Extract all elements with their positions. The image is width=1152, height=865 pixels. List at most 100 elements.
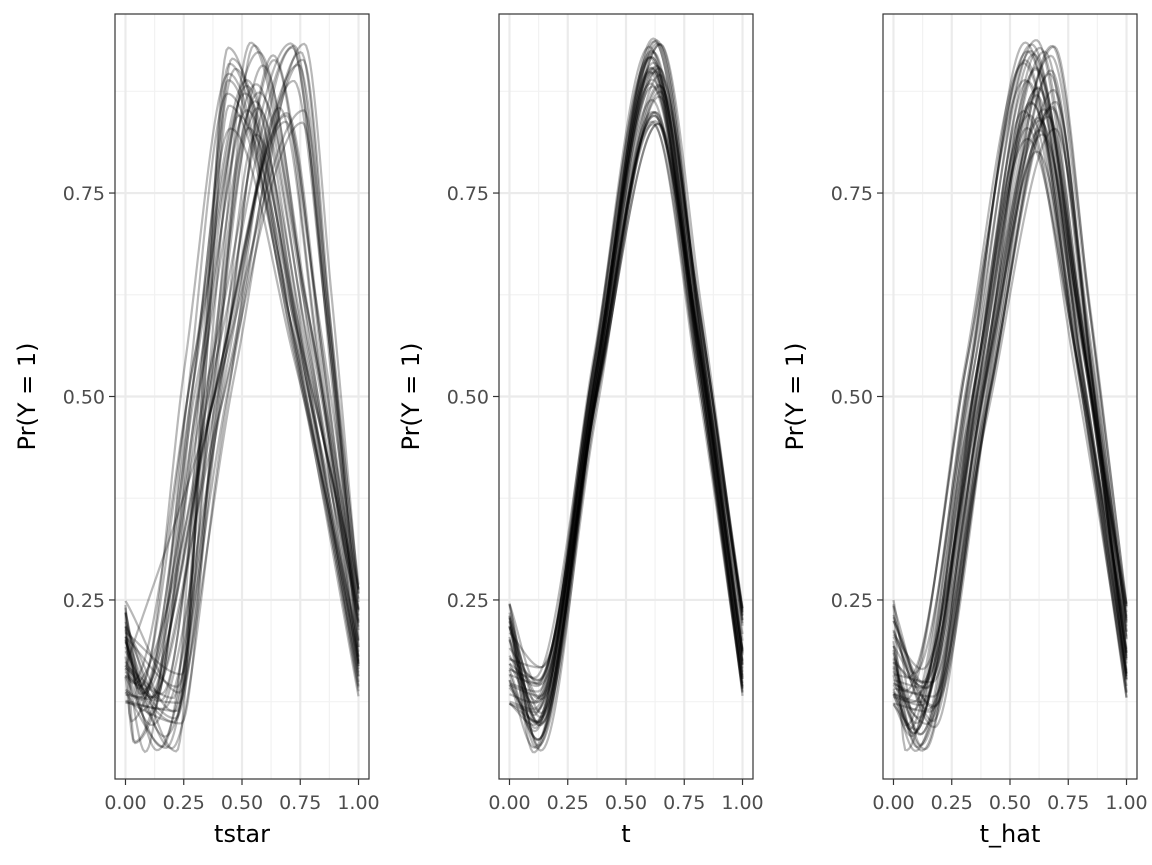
y-tick-label: 0.75 — [63, 183, 105, 205]
curves — [124, 41, 360, 754]
y-tick-label: 0.75 — [447, 183, 489, 205]
x-tick-label: 0.75 — [663, 792, 705, 814]
series-line — [508, 120, 744, 724]
series-line — [508, 49, 744, 688]
series-line — [892, 107, 1128, 711]
series-line — [508, 85, 744, 685]
series-line — [124, 109, 360, 699]
series-line — [892, 129, 1128, 688]
y-axis: 0.25 0.50 0.75 — [447, 183, 499, 612]
y-axis-title: Pr(Y = 1) — [13, 343, 41, 451]
series-line — [509, 74, 744, 697]
series-line — [893, 53, 1128, 707]
series-line — [124, 67, 360, 700]
series-line — [892, 119, 1128, 674]
series-line — [508, 122, 744, 669]
series-line — [892, 89, 1128, 726]
series-line — [508, 90, 744, 701]
major-grid — [115, 14, 369, 779]
series-line — [124, 41, 360, 720]
series-line — [892, 109, 1128, 736]
series-line — [892, 150, 1128, 752]
series-line — [124, 63, 360, 695]
series-line — [892, 126, 1128, 723]
x-tick-label: 0.25 — [163, 792, 205, 814]
y-axis: 0.25 0.50 0.75 — [63, 183, 115, 612]
series-line — [509, 55, 744, 693]
series-line — [892, 54, 1128, 735]
series-line — [124, 127, 360, 699]
series-line — [124, 44, 360, 696]
series-line — [124, 92, 360, 701]
y-axis-title: Pr(Y = 1) — [397, 343, 425, 451]
series-line — [124, 51, 360, 683]
series-line — [508, 82, 744, 750]
series-line — [892, 127, 1128, 749]
series-line — [893, 115, 1128, 698]
series-line — [892, 69, 1128, 708]
x-axis-title: tstar — [214, 820, 270, 848]
x-axis: 0.00 0.25 0.50 0.75 1.00 — [872, 779, 1148, 814]
series-line — [124, 46, 360, 676]
series-line — [508, 61, 744, 741]
series-line — [124, 111, 360, 744]
series-line — [508, 120, 744, 710]
series-line — [124, 121, 360, 745]
series-line — [124, 106, 360, 750]
series-line — [892, 50, 1128, 731]
series-line — [124, 100, 360, 702]
series-line — [892, 46, 1128, 684]
series-line — [892, 41, 1128, 731]
series-line — [893, 44, 1128, 713]
y-tick-label: 0.75 — [831, 183, 873, 205]
y-tick-label: 0.25 — [447, 590, 489, 612]
x-tick-label: 0.25 — [547, 792, 589, 814]
series-line — [124, 59, 360, 749]
series-line — [892, 137, 1128, 752]
x-tick-label: 0.50 — [605, 792, 647, 814]
y-axis-title: Pr(Y = 1) — [781, 343, 809, 451]
series-line — [509, 64, 744, 679]
y-tick-label: 0.25 — [831, 590, 873, 612]
series-line — [893, 105, 1128, 704]
series-line — [124, 72, 360, 688]
series-line — [892, 66, 1128, 729]
series-line — [892, 68, 1128, 684]
series-line — [892, 39, 1128, 727]
curves — [892, 39, 1128, 752]
series-line — [508, 78, 744, 726]
series-line — [124, 54, 360, 723]
series-line — [508, 66, 744, 687]
series-line — [508, 39, 744, 724]
series-line — [892, 43, 1128, 692]
panel-t-hat: 0.25 0.50 0.75 0.00 0.25 0.50 0.75 1.00 … — [781, 13, 1148, 848]
series-line — [892, 108, 1128, 689]
series-line — [509, 43, 744, 696]
series-line — [124, 133, 360, 694]
series-line — [892, 72, 1128, 709]
series-line — [124, 42, 360, 723]
series-line — [508, 56, 744, 715]
x-tick-label: 0.00 — [872, 792, 914, 814]
panel-tstar: 0.25 0.50 0.75 0.00 0.25 0.50 0.75 1.00 … — [13, 13, 380, 848]
x-axis: 0.00 0.25 0.50 0.75 1.00 — [104, 779, 380, 814]
series-line — [508, 43, 744, 700]
series-line — [508, 40, 744, 719]
curves — [508, 37, 744, 754]
series-line — [508, 110, 744, 747]
series-line — [124, 92, 360, 754]
series-line — [509, 95, 744, 711]
series-line — [124, 51, 360, 752]
series-line — [125, 46, 360, 710]
series-line — [509, 67, 744, 685]
series-line — [124, 62, 360, 700]
series-line — [892, 59, 1128, 738]
series-line — [125, 78, 360, 712]
series-line — [893, 102, 1128, 690]
y-tick-label: 0.25 — [63, 590, 105, 612]
series-line — [892, 100, 1128, 736]
series-line — [508, 66, 744, 749]
series-line — [508, 110, 744, 682]
series-line — [892, 86, 1128, 725]
x-tick-label: 0.75 — [1047, 792, 1089, 814]
